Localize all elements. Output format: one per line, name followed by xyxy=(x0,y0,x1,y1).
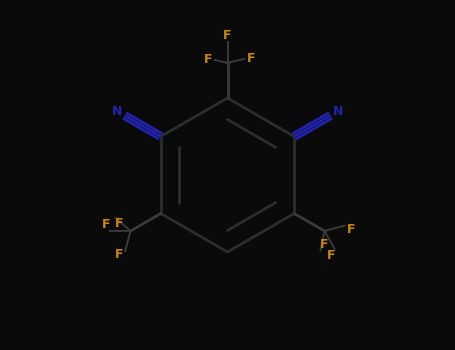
Text: N: N xyxy=(111,105,122,118)
Text: F: F xyxy=(223,28,232,42)
Text: F: F xyxy=(204,53,212,66)
Text: F: F xyxy=(115,217,123,230)
Text: F: F xyxy=(327,248,335,261)
Text: F: F xyxy=(247,52,256,65)
Text: F: F xyxy=(115,248,123,261)
Text: F: F xyxy=(346,223,355,236)
Text: F: F xyxy=(102,218,111,231)
Text: N: N xyxy=(333,105,344,118)
Text: F: F xyxy=(320,238,328,251)
